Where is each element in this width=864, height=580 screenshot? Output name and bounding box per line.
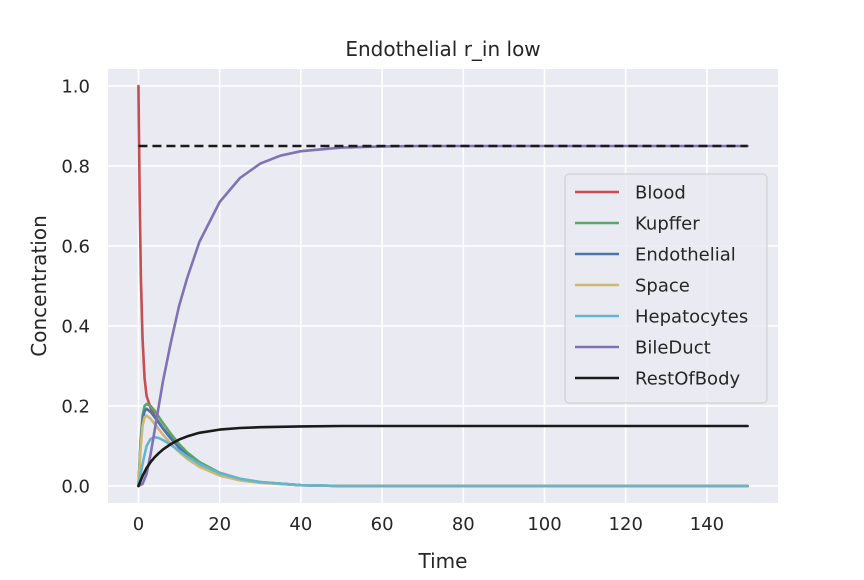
chart-title: Endothelial r_in low <box>345 37 540 61</box>
x-tick-label: 40 <box>289 514 312 535</box>
legend-label: Kupffer <box>635 214 700 235</box>
tick-labels: 0 20 40 60 80 100 120 140 0.0 0.2 0.4 0.6 0.8 1.0 <box>61 77 724 536</box>
legend-label: RestOfBody <box>635 369 741 390</box>
x-axis-label: Time <box>418 549 468 573</box>
y-tick-label: 0.4 <box>61 317 90 338</box>
y-axis-label: Concentration <box>27 215 51 356</box>
series-line-restofbody <box>137 424 749 488</box>
legend-label: Hepatocytes <box>635 307 748 328</box>
legend-label: Endothelial <box>635 245 736 266</box>
legend: Blood Kupffer Endothelial Space Hepatocytes B… <box>564 173 768 404</box>
y-tick-label: 0.2 <box>61 397 90 418</box>
x-tick-label: 0 <box>133 514 144 535</box>
series-line-hepatocytes <box>137 435 749 488</box>
series-lines <box>137 84 749 488</box>
legend-label: Space <box>635 276 690 297</box>
x-tick-label: 140 <box>690 514 724 535</box>
x-tick-label: 20 <box>208 514 231 535</box>
y-tick-label: 0.8 <box>61 157 90 178</box>
x-tick-label: 60 <box>371 514 394 535</box>
y-tick-label: 0.6 <box>61 237 90 258</box>
legend-label: BileDuct <box>635 338 711 359</box>
y-tick-label: 1.0 <box>61 77 90 98</box>
legend-label: Blood <box>635 183 686 204</box>
x-tick-label: 120 <box>609 514 643 535</box>
y-tick-label: 0.0 <box>61 477 90 498</box>
x-tick-label: 80 <box>452 514 475 535</box>
x-tick-label: 100 <box>527 514 561 535</box>
